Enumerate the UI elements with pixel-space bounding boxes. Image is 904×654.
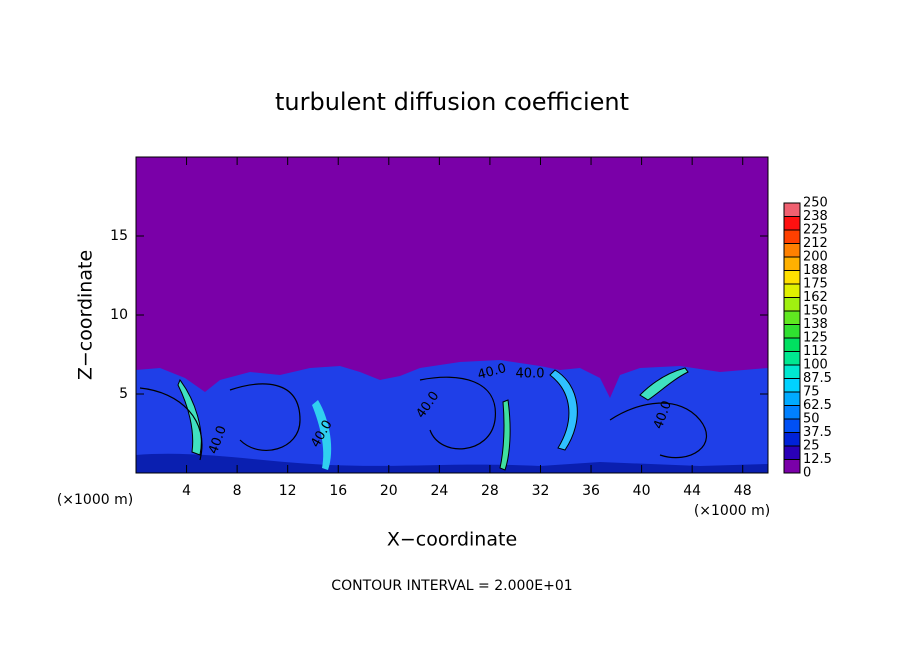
colorbar-box (784, 311, 800, 325)
x-tick-label: 20 (380, 483, 398, 499)
colorbar-label: 125 (803, 331, 828, 346)
field-region (136, 360, 768, 473)
x-tick-label: 36 (582, 483, 600, 499)
colorbar-box (784, 405, 800, 419)
y-tick-label: 10 (110, 307, 128, 323)
colorbar-label: 75 (803, 385, 820, 400)
colorbar-box (784, 446, 800, 460)
x-tick-label: 24 (430, 483, 448, 499)
colorbar-box (784, 432, 800, 446)
x-tick-label: 12 (279, 483, 297, 499)
x-tick-label: 40 (633, 483, 651, 499)
colorbar-box (784, 230, 800, 244)
colorbar-label: 150 (803, 304, 828, 319)
colorbar-box (784, 338, 800, 352)
y-unit-label: (×1000 m) (57, 492, 133, 508)
colorbar-label: 112 (803, 344, 828, 359)
colorbar-box (784, 284, 800, 298)
colorbar-box (784, 419, 800, 433)
colorbar-box (784, 270, 800, 284)
colorbar-label: 87.5 (803, 371, 832, 386)
field-streak (639, 367, 689, 401)
y-tick-label: 5 (119, 386, 128, 402)
field-streak (177, 378, 202, 456)
contour-field (136, 157, 768, 473)
colorbar-box (784, 324, 800, 338)
x-tick-label: 28 (481, 483, 499, 499)
field-region (136, 453, 768, 473)
colorbar-box (784, 365, 800, 379)
colorbar-box (784, 243, 800, 257)
colorbar-label: 250 (803, 196, 828, 211)
colorbar-label: 12.5 (803, 452, 832, 467)
x-unit-label: (×1000 m) (694, 503, 770, 519)
colorbar-box (784, 203, 800, 217)
field-streak (312, 400, 332, 470)
x-tick-label: 16 (329, 483, 347, 499)
colorbar-box (784, 392, 800, 406)
colorbar-label: 62.5 (803, 398, 832, 413)
colorbar-label: 138 (803, 317, 828, 332)
contour-label: 40.0 (516, 367, 545, 382)
colorbar-box (784, 459, 800, 473)
x-tick-label: 48 (734, 483, 752, 499)
y-axis-label: Z−coordinate (75, 250, 97, 380)
colorbar-label: 25 (803, 439, 820, 454)
colorbar-label: 37.5 (803, 425, 832, 440)
field-streak (549, 369, 578, 451)
footer-note: CONTOUR INTERVAL = 2.000E+01 (331, 578, 572, 594)
colorbar-label: 162 (803, 290, 828, 305)
colorbar-label: 238 (803, 209, 828, 224)
x-tick-label: 44 (683, 483, 701, 499)
colorbar-box (784, 297, 800, 311)
colorbar-box (784, 378, 800, 392)
chart-title: turbulent diffusion coefficient (275, 88, 629, 116)
colorbar-label: 212 (803, 236, 828, 251)
contour-line (139, 376, 707, 461)
colorbar-label: 225 (803, 223, 828, 238)
colorbar-label: 188 (803, 263, 828, 278)
x-tick-label: 4 (182, 483, 191, 499)
x-axis-label: X−coordinate (387, 529, 517, 551)
colorbar-box (784, 351, 800, 365)
x-tick-label: 32 (532, 483, 550, 499)
y-tick-label: 15 (110, 228, 128, 244)
colorbar-box (784, 257, 800, 271)
colorbar-label: 0 (803, 466, 811, 481)
colorbar-label: 100 (803, 358, 828, 373)
colorbar-label: 175 (803, 277, 828, 292)
field-streak (499, 399, 511, 471)
x-tick-label: 8 (233, 483, 242, 499)
contour-label: 40.0 (476, 361, 508, 383)
colorbar-label: 50 (803, 412, 820, 427)
colorbar-box (784, 216, 800, 230)
colorbar-label: 200 (803, 250, 828, 265)
